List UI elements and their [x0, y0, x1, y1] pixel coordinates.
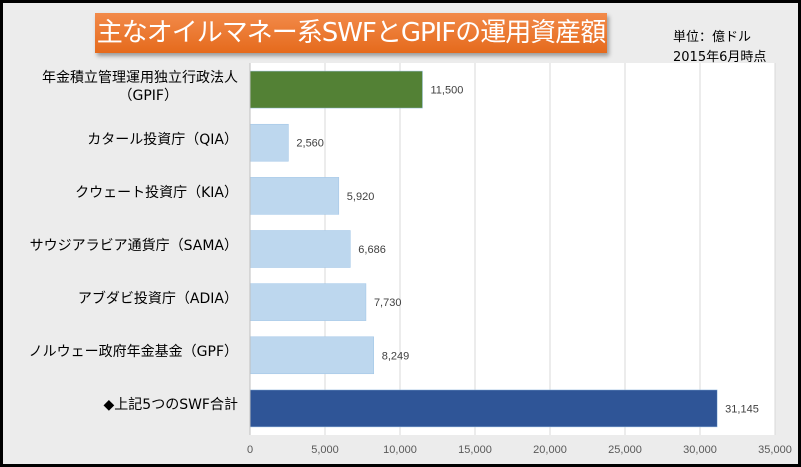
category-label-line: （GPIF）	[118, 87, 178, 104]
category-label: カタール投資庁（QIA）	[87, 131, 238, 149]
bar	[249, 123, 289, 162]
bar	[249, 283, 367, 321]
x-tick-label: 30,000	[683, 444, 717, 456]
x-tick-label: 15,000	[458, 444, 492, 456]
x-tick-label: 35,000	[758, 444, 792, 456]
data-label: 31,145	[725, 403, 759, 415]
category-label-line: サウジアラビア通貨庁（SAMA）	[29, 238, 238, 254]
data-label: 7,730	[374, 297, 402, 309]
category-label: ◆上記5つのSWF合計	[104, 396, 238, 414]
bar	[249, 177, 340, 215]
category-label-line: アブダビ投資庁（ADIA）	[77, 291, 238, 308]
x-tick-label: 5,000	[311, 444, 339, 456]
category-label-line: ◆上記5つのSWF合計	[103, 397, 238, 414]
data-label: 11,500	[431, 85, 464, 97]
category-label-line: カタール投資庁（QIA）	[87, 131, 238, 148]
data-label: 5,920	[347, 191, 375, 203]
x-tick-label: 25,000	[608, 444, 642, 456]
category-label: ノルウェー政府年金基金（GPF）	[29, 343, 238, 361]
category-label: アブダビ投資庁（ADIA）	[78, 290, 238, 308]
bar	[249, 230, 351, 268]
data-label: 2,560	[296, 138, 324, 150]
data-label: 6,686	[358, 244, 386, 256]
category-label-line: クウェート投資庁（KIA）	[75, 184, 238, 201]
chart-svg: 0 5,000 10,000 15,000 20,000 25,000 30,000 35,0…	[247, 63, 792, 456]
category-label: クウェート投資庁（KIA）	[75, 184, 238, 202]
bar	[249, 389, 718, 428]
category-label: 年金積立管理運用独立行政法人 （GPIF）	[42, 69, 238, 105]
x-tick-label: 20,000	[533, 444, 567, 456]
category-label-line: 年金積立管理運用独立行政法人	[42, 69, 238, 86]
category-label-line: ノルウェー政府年金基金（GPF）	[28, 344, 238, 361]
x-tick-label: 10,000	[383, 444, 417, 456]
data-label: 8,249	[382, 350, 410, 362]
x-tick-label: 0	[247, 444, 253, 456]
bar	[249, 70, 423, 109]
unit-note: 単位：億ドル	[673, 30, 752, 45]
category-label: サウジアラビア通貨庁（SAMA）	[30, 237, 238, 255]
chart-title: 主なオイルマネー系SWFとGPIFの運用資産額	[95, 13, 607, 53]
date-note: 2015年6月時点	[673, 50, 767, 65]
bar	[249, 336, 374, 375]
